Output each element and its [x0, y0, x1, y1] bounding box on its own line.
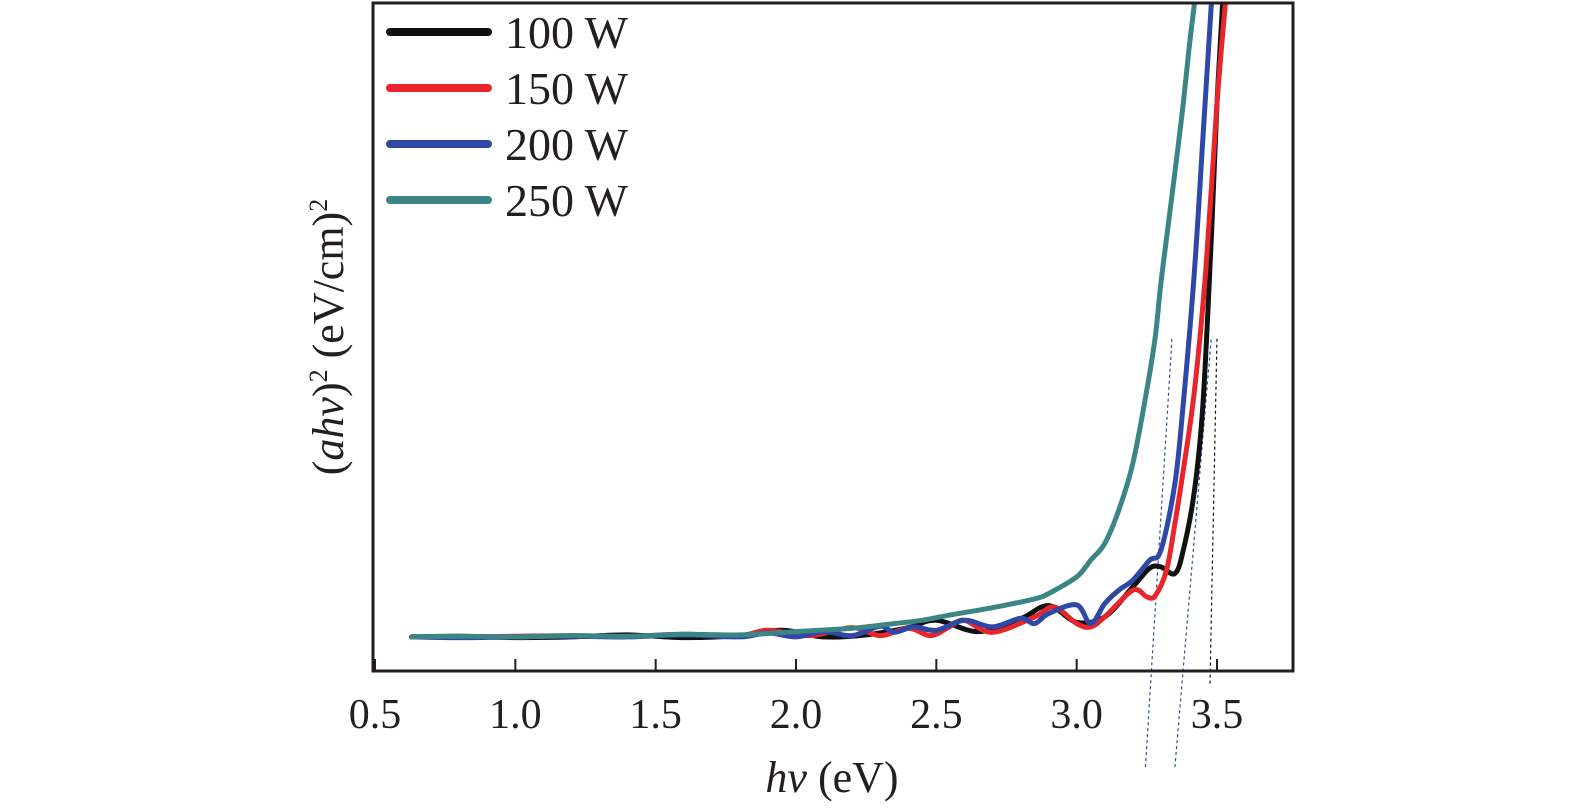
x-tick-label: 2.0 [770, 692, 823, 738]
legend-label: 150 W [505, 63, 629, 114]
tangent-line [1209, 336, 1218, 684]
series-layer [409, 3, 1228, 641]
plot-frame [371, 1, 1295, 673]
x-tick-label: 0.5 [349, 692, 402, 738]
series-line-250w [409, 3, 1197, 640]
x-axis-ticks: 0.5 1.0 1.5 2.0 2.5 3.0 3.5 [349, 659, 1244, 738]
tangent-lines [1144, 336, 1218, 768]
x-tick-label: 1.0 [489, 692, 542, 738]
x-axis-title: hv (eV) [765, 753, 898, 802]
x-tick-label: 2.5 [910, 692, 963, 738]
x-tick-label: 3.5 [1191, 692, 1244, 738]
legend-label: 200 W [505, 119, 629, 170]
legend-label: 100 W [505, 7, 629, 58]
legend-label: 250 W [505, 175, 629, 226]
x-tick-label: 1.5 [629, 692, 682, 738]
x-tick-label: 3.0 [1050, 692, 1103, 738]
y-axis-title: (ahv)2 (eV/cm)2 [304, 199, 353, 475]
